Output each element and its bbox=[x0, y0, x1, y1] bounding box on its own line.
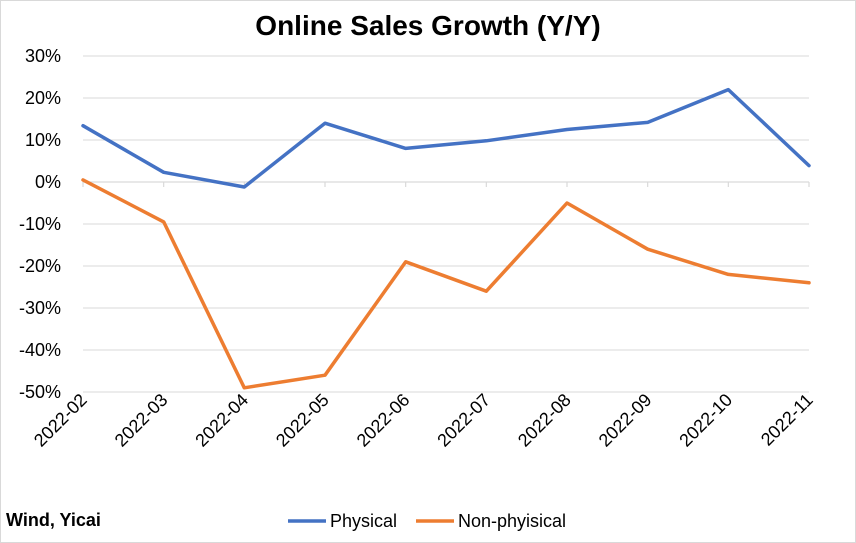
x-tick-label: 2022-04 bbox=[191, 390, 252, 451]
y-tick-label: -10% bbox=[19, 214, 61, 234]
gridlines bbox=[83, 55, 809, 393]
x-tick-label: 2022-10 bbox=[675, 390, 736, 451]
y-tick-label: -40% bbox=[19, 340, 61, 360]
x-tick-labels: 2022-02 2022-03 2022-04 2022-05 2022-06 2022-… bbox=[30, 390, 817, 451]
y-tick-label: 0% bbox=[35, 172, 61, 192]
x-tick-label: 2022-11 bbox=[757, 390, 817, 450]
x-tick-label: 2022-09 bbox=[595, 390, 656, 451]
legend-label: Non-phyisical bbox=[458, 511, 566, 531]
x-tick-label: 2022-03 bbox=[111, 390, 172, 451]
x-tick-label: 2022-05 bbox=[272, 390, 333, 451]
series-line-physical bbox=[81, 87, 811, 189]
y-tick-label: -50% bbox=[19, 382, 61, 402]
x-tick-label: 2022-08 bbox=[514, 390, 575, 451]
y-tick-label: 30% bbox=[25, 46, 61, 66]
chart-title: Online Sales Growth (Y/Y) bbox=[255, 10, 601, 41]
x-tick-label: 2022-06 bbox=[353, 390, 414, 451]
series-line-non-physical bbox=[81, 178, 811, 390]
x-tick-label: 2022-07 bbox=[433, 390, 494, 451]
legend: Physical Non-phyisical bbox=[288, 511, 566, 531]
y-tick-label: 20% bbox=[25, 88, 61, 108]
source-note: Wind, Yicai bbox=[6, 510, 101, 530]
y-tick-label: -30% bbox=[19, 298, 61, 318]
legend-label: Physical bbox=[330, 511, 397, 531]
axes bbox=[82, 181, 810, 187]
y-tick-label: -20% bbox=[19, 256, 61, 276]
y-tick-labels: 30% 20% 10% 0% -10% -20% -30% -40% -50% bbox=[19, 46, 61, 402]
series-lines bbox=[81, 87, 811, 390]
y-tick-label: 10% bbox=[25, 130, 61, 150]
